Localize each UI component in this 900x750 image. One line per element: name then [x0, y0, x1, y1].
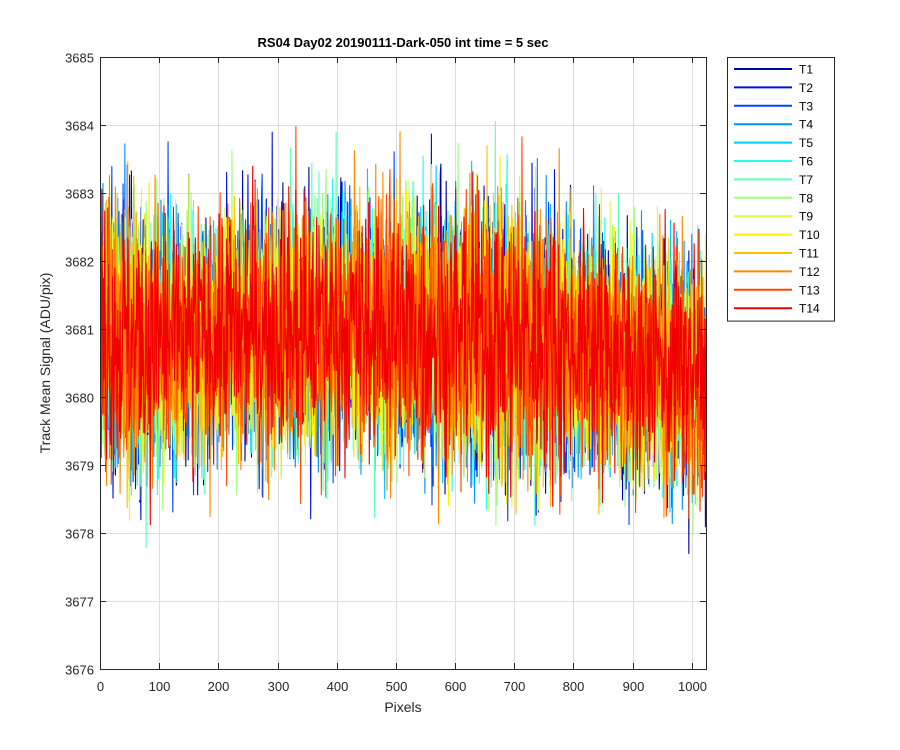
- legend-label: T6: [799, 155, 813, 169]
- y-tick-label: 3684: [65, 119, 94, 134]
- legend-box: [727, 57, 835, 322]
- x-tick-label: 100: [149, 679, 171, 694]
- legend-label: T9: [799, 210, 813, 224]
- y-tick-label: 3682: [65, 255, 94, 270]
- legend-label: T14: [799, 302, 820, 316]
- x-axis-label: Pixels: [384, 699, 421, 715]
- x-tick-label: 800: [563, 679, 585, 694]
- legend-label: T4: [799, 118, 813, 132]
- legend-label: T10: [799, 228, 820, 242]
- x-tick-label: 200: [208, 679, 230, 694]
- series-line-t13: [100, 125, 706, 519]
- legend-label: T13: [799, 283, 820, 297]
- legend-label: T1: [799, 63, 813, 77]
- x-tick-label: 1000: [678, 679, 707, 694]
- legend-label: T11: [799, 247, 819, 261]
- x-tick-label: 700: [504, 679, 526, 694]
- y-tick-label: 3679: [65, 459, 94, 474]
- x-axis: 0 100 200 300 400 500 600 700 800 900 1000: [97, 57, 707, 694]
- legend-label: T2: [799, 81, 813, 95]
- x-tick-label: 0: [97, 679, 104, 694]
- legend-label: T12: [799, 265, 820, 279]
- y-axis: 3676 3677 3678 3679 3680 3681 3682 3683 3684 3685: [65, 51, 706, 678]
- y-axis-label: Track Mean Signal (ADU/pix): [37, 273, 53, 454]
- y-tick-label: 3685: [65, 51, 94, 66]
- x-tick-label: 400: [327, 679, 349, 694]
- y-tick-label: 3680: [65, 391, 94, 406]
- legend-label: T7: [799, 173, 813, 187]
- series-line-t14: [100, 165, 706, 526]
- legend: T1 T2 T3 T4 T5 T6 T7 T8 T9 T10 T11 T12 T13 T14: [727, 57, 835, 322]
- y-tick-label: 3678: [65, 527, 94, 542]
- legend-label: T8: [799, 191, 813, 205]
- legend-label: T5: [799, 136, 813, 150]
- y-tick-label: 3676: [65, 663, 94, 678]
- x-tick-label: 500: [386, 679, 408, 694]
- series-lines: [100, 121, 706, 555]
- axes-box: [100, 57, 707, 670]
- y-tick-label: 3681: [65, 323, 94, 338]
- y-tick-label: 3677: [65, 595, 94, 610]
- x-tick-label: 900: [623, 679, 645, 694]
- chart-title: RS04 Day02 20190111-Dark-050 int time = …: [258, 35, 549, 50]
- legend-label: T3: [799, 99, 813, 113]
- x-tick-label: 600: [445, 679, 467, 694]
- y-tick-label: 3683: [65, 187, 94, 202]
- x-tick-label: 300: [268, 679, 290, 694]
